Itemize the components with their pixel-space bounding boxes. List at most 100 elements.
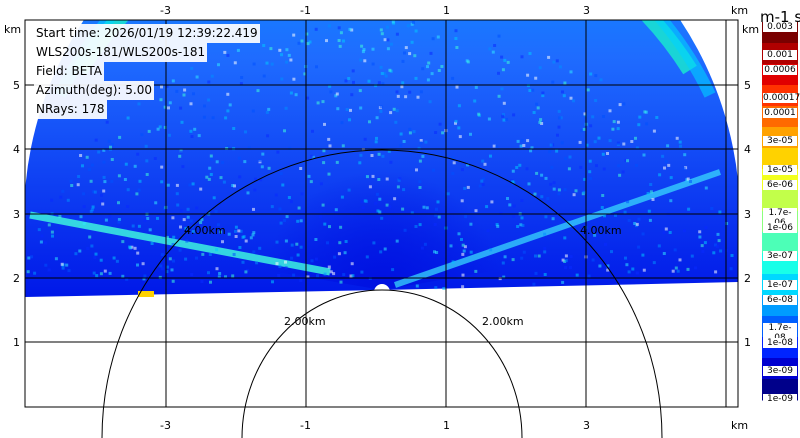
data-pixel [306, 42, 310, 46]
data-pixel [664, 160, 668, 164]
data-pixel [362, 48, 366, 52]
data-pixel [561, 280, 565, 284]
data-pixel [557, 125, 561, 129]
data-pixel [391, 20, 395, 24]
data-pixel [360, 44, 364, 48]
data-pixel [683, 153, 687, 157]
data-pixel [506, 197, 509, 200]
data-pixel [339, 31, 343, 35]
data-pixel [281, 183, 285, 187]
data-pixel [610, 250, 613, 254]
data-pixel [207, 271, 210, 275]
data-pixel [558, 65, 562, 69]
data-pixel [190, 135, 194, 138]
data-pixel [534, 254, 537, 258]
data-pixel [662, 231, 666, 234]
data-pixel [188, 183, 192, 187]
data-pixel [389, 160, 393, 164]
data-pixel [156, 216, 159, 220]
data-pixel [418, 186, 422, 189]
data-pixel [419, 90, 423, 94]
data-pixel [252, 207, 255, 211]
data-pixel [634, 136, 637, 140]
data-pixel [207, 177, 211, 181]
data-pixel [551, 80, 555, 84]
data-pixel [175, 183, 179, 187]
data-pixel [124, 162, 128, 166]
data-pixel [292, 77, 296, 81]
data-pixel [26, 270, 30, 274]
data-pixel [94, 252, 98, 256]
data-pixel [51, 234, 54, 238]
data-pixel [79, 215, 83, 219]
data-pixel [730, 254, 734, 257]
data-pixel [623, 210, 627, 214]
data-pixel [214, 210, 218, 213]
data-pixel [309, 180, 313, 184]
data-pixel [543, 273, 547, 276]
data-pixel [383, 38, 387, 42]
data-pixel [647, 209, 651, 213]
y-tick-right: 2 [744, 272, 751, 285]
data-pixel [33, 271, 37, 275]
data-pixel [279, 172, 283, 176]
data-pixel [701, 250, 705, 253]
data-pixel [160, 165, 164, 169]
data-pixel [426, 65, 429, 69]
data-pixel [305, 32, 309, 36]
data-pixel [180, 120, 184, 124]
data-pixel [404, 95, 408, 99]
data-pixel [678, 258, 682, 262]
data-pixel [244, 239, 248, 243]
data-pixel [463, 245, 467, 249]
data-pixel [140, 133, 144, 137]
data-pixel [662, 252, 666, 255]
data-pixel [704, 226, 708, 230]
data-pixel [287, 53, 291, 57]
data-pixel [334, 94, 338, 98]
data-pixel [495, 223, 499, 226]
data-pixel [314, 257, 318, 261]
data-pixel [454, 37, 458, 40]
data-pixel [117, 201, 120, 205]
data-pixel [231, 184, 235, 187]
data-pixel [635, 222, 639, 226]
data-pixel [332, 272, 336, 276]
data-pixel [566, 220, 570, 224]
data-pixel [532, 282, 536, 286]
data-pixel [624, 256, 627, 260]
data-pixel [652, 129, 656, 133]
data-pixel [143, 218, 147, 222]
data-pixel [311, 129, 314, 133]
data-pixel [667, 163, 671, 167]
data-pixel [171, 243, 175, 246]
data-pixel [283, 129, 286, 133]
data-pixel [408, 131, 412, 135]
data-pixel [76, 183, 80, 187]
data-pixel [679, 144, 682, 148]
y-tick-left: 4 [13, 143, 20, 156]
data-pixel [78, 249, 82, 253]
data-pixel [100, 193, 103, 197]
colorbar-tick-label: 1e-07 [763, 280, 797, 290]
data-pixel [224, 116, 228, 120]
data-pixel [266, 134, 270, 138]
data-pixel [147, 129, 151, 133]
data-pixel [215, 160, 219, 164]
data-pixel [461, 285, 465, 289]
data-pixel [222, 180, 226, 184]
data-pixel [395, 32, 399, 36]
data-pixel [603, 214, 606, 218]
data-pixel [337, 39, 341, 42]
data-pixel [497, 94, 501, 98]
y-tick-right: 4 [744, 143, 751, 156]
data-pixel [595, 164, 598, 168]
data-pixel [457, 126, 461, 130]
data-pixel [583, 177, 587, 181]
data-pixel [284, 266, 288, 270]
data-pixel [521, 224, 525, 227]
instrument-id: WLS200s-181/WLS200s-181 [34, 43, 208, 62]
data-pixel [503, 58, 507, 62]
data-pixel [350, 28, 354, 32]
data-pixel [442, 287, 446, 290]
